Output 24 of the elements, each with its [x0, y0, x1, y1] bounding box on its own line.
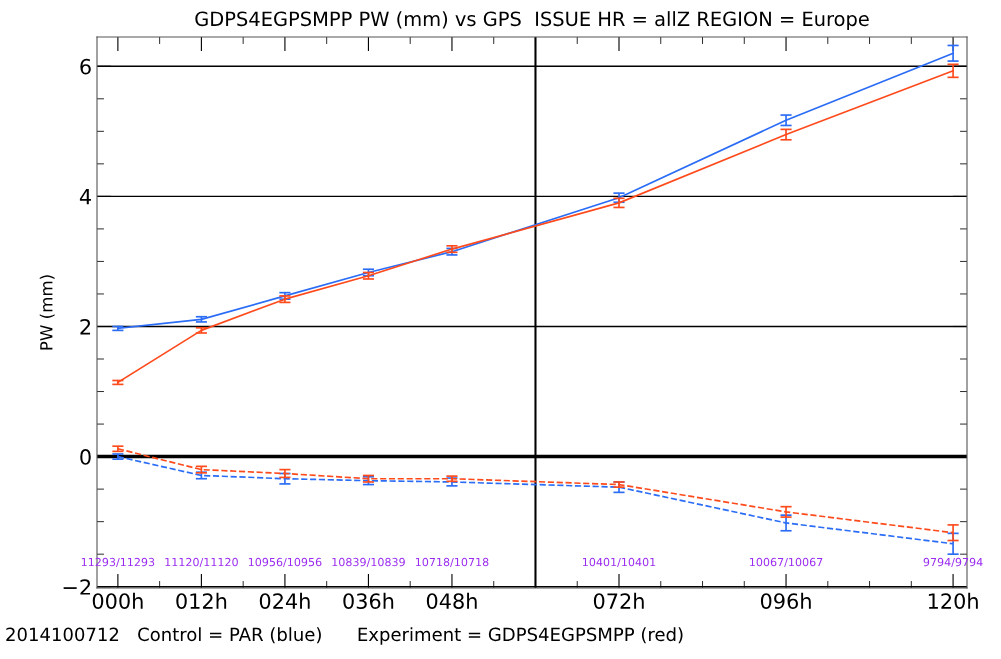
- annotation: 11120/11120: [165, 557, 238, 568]
- y-tick-label: 6: [80, 58, 91, 75]
- x-tick-label: 024h: [259, 592, 310, 609]
- chart-title: GDPS4EGPSMPP PW (mm) vs GPS ISSUE HR = allZ REGION = Europe: [195, 11, 869, 30]
- y-tick-label: 0: [80, 449, 91, 465]
- x-tick-label: 120h: [928, 592, 978, 609]
- text: 2014100712 Control = PAR (blue) Experiment = GDPS4EGPSMPP (red): [6, 627, 683, 645]
- annotation: 10067/10067: [750, 557, 823, 568]
- x-tick-label: 048h: [426, 592, 477, 609]
- y-tick-label: 4: [79, 189, 91, 205]
- annotation: 10839/10839: [332, 557, 405, 568]
- annotation: 10718/10718: [415, 557, 489, 568]
- annotation: 11293/11293: [81, 557, 155, 568]
- y-tick-label: −2: [63, 579, 91, 595]
- x-tick-label: 012h: [176, 592, 227, 609]
- x-tick-label: 072h: [593, 592, 644, 609]
- y-axis-title: PW (mm): [39, 275, 55, 350]
- y-tick-label: 2: [80, 318, 91, 335]
- annotation: 10401/10401: [583, 557, 656, 568]
- x-tick-label: 036h: [343, 592, 394, 609]
- x-tick-label: 000h: [92, 592, 143, 609]
- annotation: 9794/9794: [923, 557, 983, 568]
- x-tick-label: 096h: [760, 592, 811, 609]
- annotation: 10956/10956: [248, 557, 322, 568]
